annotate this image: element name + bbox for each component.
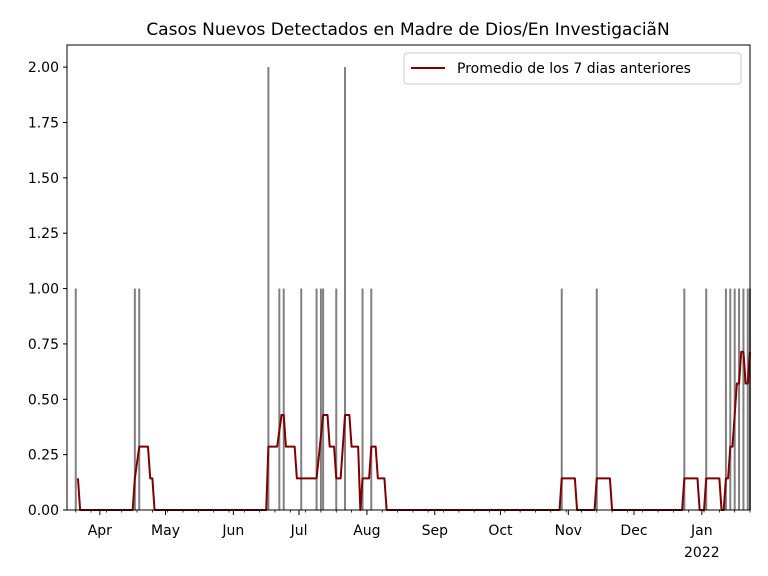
- x-tick-label: Jun: [221, 523, 244, 539]
- line-series: [78, 352, 750, 510]
- y-tick-label: 2.00: [28, 60, 59, 76]
- bar: [729, 289, 731, 510]
- x-tick-label: Sep: [422, 523, 449, 539]
- bar: [596, 289, 598, 510]
- bar: [267, 67, 269, 510]
- bar: [283, 289, 285, 510]
- chart-title: Casos Nuevos Detectados en Madre de Dios…: [146, 20, 669, 40]
- bar: [725, 289, 727, 510]
- bar: [300, 289, 302, 510]
- x-tick-label: Oct: [488, 523, 513, 539]
- bar: [322, 289, 324, 510]
- bar: [747, 289, 749, 510]
- x-axis: Apr May Jun Jul Aug Sep Oct Nov Dec Jan 2022: [76, 510, 750, 561]
- bar: [320, 289, 322, 510]
- average-line: [78, 352, 750, 510]
- y-tick-label: 1.75: [28, 116, 59, 132]
- x-year-label: 2022: [684, 545, 720, 561]
- bar: [344, 67, 346, 510]
- bar: [705, 289, 707, 510]
- y-tick-label: 0.25: [28, 448, 59, 464]
- bar: [370, 289, 372, 510]
- y-tick-label: 1.25: [28, 226, 59, 242]
- x-tick-label: Apr: [88, 523, 112, 539]
- y-tick-label: 0.50: [28, 392, 59, 408]
- y-tick-label: 1.00: [28, 282, 59, 298]
- y-tick-label: 1.50: [28, 171, 59, 187]
- bar: [561, 289, 563, 510]
- x-tick-label: Dec: [620, 523, 647, 539]
- plot-frame: [67, 45, 750, 510]
- bar: [738, 289, 740, 510]
- bar: [742, 289, 744, 510]
- bar: [362, 289, 364, 510]
- bar: [278, 289, 280, 510]
- x-tick-label: Jul: [290, 523, 308, 539]
- bar: [138, 289, 140, 510]
- legend-label: Promedio de los 7 dias anteriores: [457, 61, 691, 77]
- bar: [75, 289, 77, 510]
- y-axis: 0.00 0.25 0.50 0.75 1.00 1.25 1.50 1.75 2.00: [28, 60, 67, 519]
- x-tick-label: Aug: [353, 523, 380, 539]
- x-tick-label: Jan: [690, 523, 713, 539]
- bar-series: [75, 67, 751, 510]
- x-tick-label: May: [151, 523, 180, 539]
- y-tick-label: 0.00: [28, 503, 59, 519]
- legend: Promedio de los 7 dias anteriores: [404, 53, 741, 84]
- y-tick-label: 0.75: [28, 337, 59, 353]
- bar: [683, 289, 685, 510]
- x-tick-label: Nov: [555, 523, 582, 539]
